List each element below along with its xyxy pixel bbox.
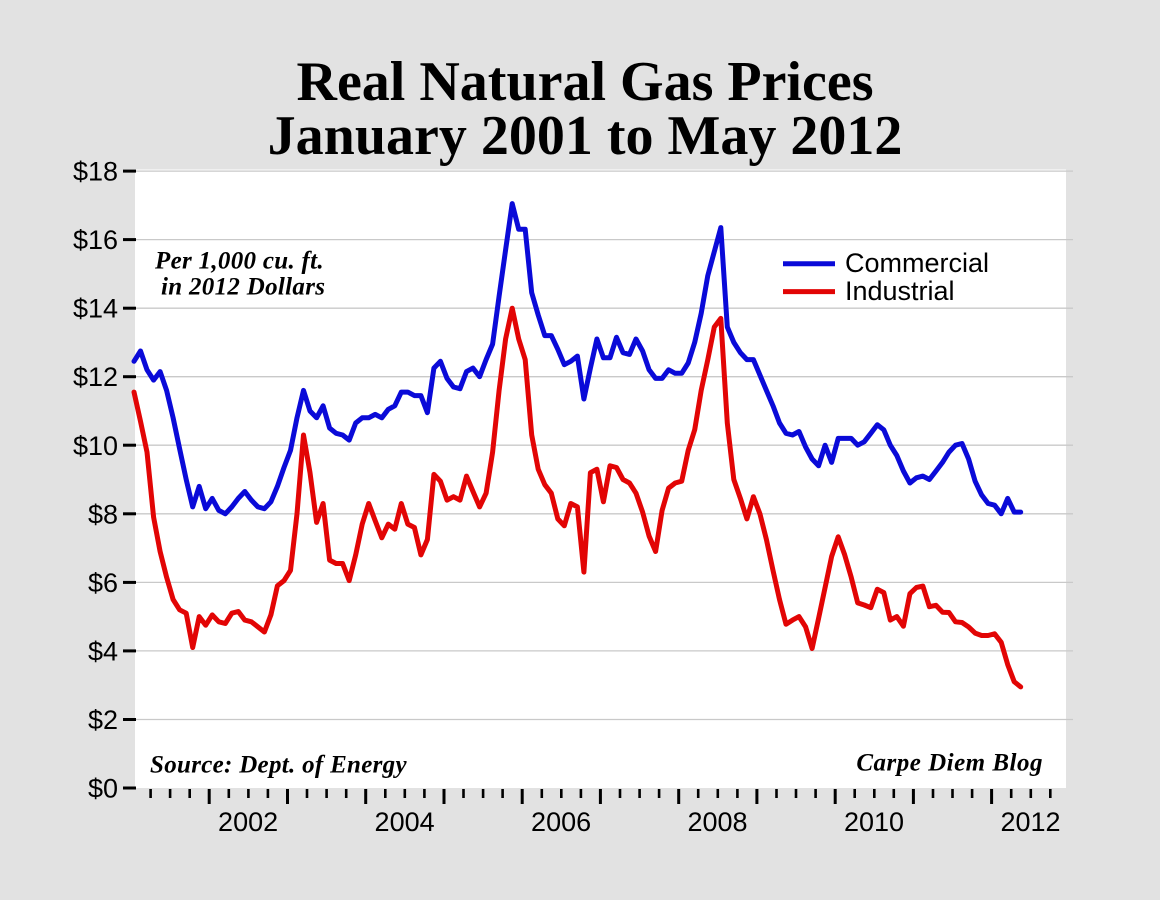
svg-text:Per 1,000 cu. ft.: Per 1,000 cu. ft. bbox=[154, 248, 324, 275]
svg-text:$2: $2 bbox=[88, 705, 118, 735]
svg-text:$10: $10 bbox=[73, 431, 118, 461]
svg-text:$12: $12 bbox=[73, 362, 118, 392]
svg-text:Industrial: Industrial bbox=[845, 276, 955, 306]
svg-text:2010: 2010 bbox=[844, 807, 904, 837]
svg-text:$6: $6 bbox=[88, 568, 118, 598]
svg-text:$4: $4 bbox=[88, 636, 118, 666]
svg-text:2004: 2004 bbox=[375, 807, 435, 837]
svg-text:January 2001 to May 2012: January 2001 to May 2012 bbox=[268, 105, 903, 167]
svg-text:Carpe Diem Blog: Carpe Diem Blog bbox=[856, 750, 1043, 777]
svg-text:$14: $14 bbox=[73, 294, 118, 324]
svg-text:2002: 2002 bbox=[218, 807, 278, 837]
svg-text:2012: 2012 bbox=[1000, 807, 1060, 837]
svg-text:Commercial: Commercial bbox=[845, 248, 989, 278]
svg-text:$8: $8 bbox=[88, 499, 118, 529]
svg-text:2008: 2008 bbox=[687, 807, 747, 837]
svg-text:$16: $16 bbox=[73, 225, 118, 255]
svg-text:in 2012 Dollars: in 2012 Dollars bbox=[161, 274, 325, 301]
svg-text:Source: Dept. of Energy: Source: Dept. of Energy bbox=[150, 752, 407, 779]
svg-text:Real Natural Gas Prices: Real Natural Gas Prices bbox=[297, 51, 874, 113]
svg-text:$18: $18 bbox=[73, 157, 118, 187]
svg-text:2006: 2006 bbox=[531, 807, 591, 837]
svg-text:$0: $0 bbox=[88, 774, 118, 804]
